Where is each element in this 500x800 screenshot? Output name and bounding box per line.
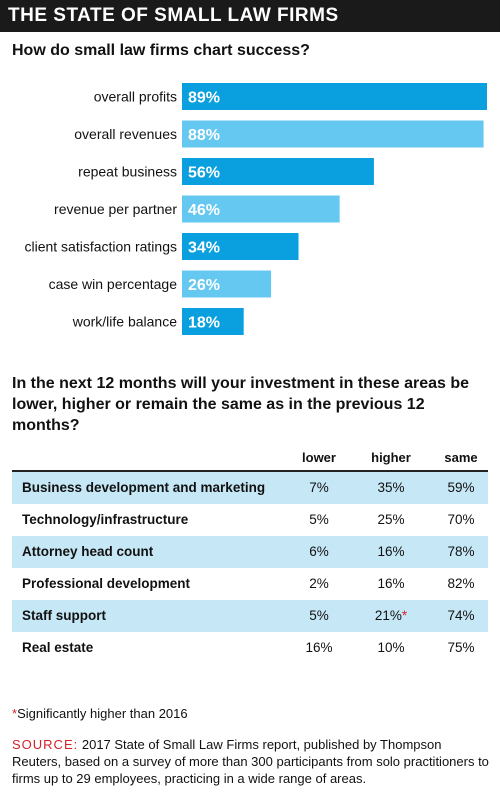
header-higher: higher bbox=[371, 450, 411, 465]
footnote-text: Significantly higher than 2016 bbox=[17, 706, 188, 721]
category-label: repeat business bbox=[78, 164, 177, 180]
row-area: Technology/infrastructure bbox=[22, 512, 189, 527]
row-same: 75% bbox=[447, 640, 475, 655]
header-divider bbox=[12, 470, 488, 472]
row-lower: 16% bbox=[305, 640, 333, 655]
table-row: Technology/infrastructure 5% 25% 70% bbox=[12, 504, 488, 536]
significance-mark: * bbox=[401, 608, 408, 623]
row-same: 74% bbox=[447, 608, 475, 623]
row-higher: 25% bbox=[362, 504, 420, 536]
row-lower: 6% bbox=[309, 544, 329, 559]
row-area: Real estate bbox=[22, 640, 94, 655]
row-same: 78% bbox=[447, 544, 475, 559]
row-same: 82% bbox=[447, 576, 475, 591]
title-banner: THE STATE OF SMALL LAW FIRMS bbox=[0, 0, 500, 32]
source-note: SOURCE: 2017 State of Small Law Firms re… bbox=[12, 736, 492, 787]
value-label: 34% bbox=[188, 240, 220, 257]
category-label: work/life balance bbox=[72, 314, 177, 330]
category-label: overall revenues bbox=[74, 126, 177, 142]
row-same: 70% bbox=[447, 512, 475, 527]
row-area: Attorney head count bbox=[22, 544, 154, 559]
value-label: 46% bbox=[188, 202, 220, 219]
table-row: Professional development 2% 16% 82% bbox=[12, 568, 488, 600]
row-higher: 35% bbox=[362, 472, 420, 504]
table-header: lower higher same bbox=[12, 446, 488, 470]
footnote-mark: * bbox=[12, 706, 18, 721]
bar-1 bbox=[182, 120, 484, 148]
table-row: Business development and marketing 7% 35… bbox=[12, 472, 488, 504]
investment-table: lower higher same Business development a… bbox=[12, 446, 488, 664]
source-text: 2017 State of Small Law Firms report, pu… bbox=[12, 737, 489, 786]
row-area: Business development and marketing bbox=[22, 480, 266, 495]
row-higher-value: 10% bbox=[377, 640, 405, 655]
row-lower: 5% bbox=[309, 512, 329, 527]
row-same: 59% bbox=[447, 480, 475, 495]
footnote: *Significantly higher than 2016 bbox=[12, 706, 188, 721]
row-higher-value: 25% bbox=[377, 512, 405, 527]
category-label: revenue per partner bbox=[54, 201, 177, 217]
value-label: 26% bbox=[188, 277, 220, 294]
table-row: Staff support 5% 21%* 74% bbox=[12, 600, 488, 632]
bar-4 bbox=[182, 233, 299, 260]
row-higher-value: 35% bbox=[377, 480, 405, 495]
value-label: 18% bbox=[188, 315, 220, 332]
row-area: Staff support bbox=[22, 608, 106, 623]
row-lower: 2% bbox=[309, 576, 329, 591]
category-label: overall profits bbox=[94, 89, 177, 105]
header-same: same bbox=[444, 450, 478, 465]
row-higher-value: 21% bbox=[374, 608, 402, 623]
row-higher: 10% bbox=[362, 632, 420, 664]
category-label: client satisfaction ratings bbox=[24, 239, 177, 255]
row-higher-value: 16% bbox=[377, 544, 405, 559]
value-label: 89% bbox=[188, 90, 220, 107]
table-row: Attorney head count 6% 16% 78% bbox=[12, 536, 488, 568]
category-label: case win percentage bbox=[49, 276, 178, 292]
row-higher: 16% bbox=[362, 568, 420, 600]
bar-5 bbox=[182, 270, 272, 298]
source-label: SOURCE: bbox=[12, 737, 79, 752]
header-lower: lower bbox=[302, 450, 336, 465]
bar-2 bbox=[182, 158, 374, 185]
investment-question: In the next 12 months will your investme… bbox=[12, 375, 470, 434]
row-lower: 7% bbox=[309, 480, 329, 495]
row-lower: 5% bbox=[309, 608, 329, 623]
row-higher: 21%* bbox=[362, 600, 420, 632]
value-label: 88% bbox=[188, 127, 220, 144]
table-row: Real estate 16% 10% 75% bbox=[12, 632, 488, 664]
success-bar-chart: overall profits 89% overall revenues 88% rep… bbox=[24, 83, 487, 335]
bar-3 bbox=[182, 195, 340, 223]
row-area: Professional development bbox=[22, 576, 191, 591]
chart-title: How do small law firms chart success? bbox=[12, 42, 310, 59]
row-higher-value: 16% bbox=[377, 576, 405, 591]
bar-6 bbox=[182, 308, 244, 335]
value-label: 56% bbox=[188, 165, 220, 182]
row-higher: 16% bbox=[362, 536, 420, 568]
page-title: THE STATE OF SMALL LAW FIRMS bbox=[8, 5, 339, 26]
bar-0 bbox=[182, 83, 487, 110]
